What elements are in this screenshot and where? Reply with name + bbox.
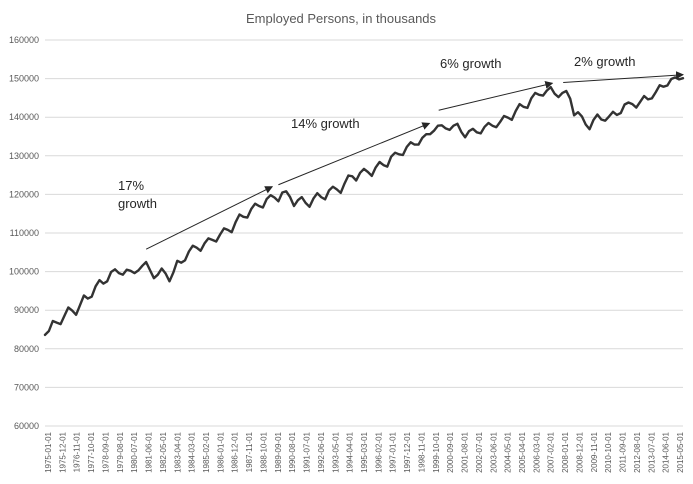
x-tick-label: 1979-08-01 [116,431,125,472]
x-tick-label: 1975-12-01 [58,431,67,472]
y-tick-label: 150000 [9,74,39,84]
x-tick-label: 2002-07-01 [475,431,484,472]
x-tick-label: 2004-05-01 [504,431,513,472]
x-tick-label: 1994-04-01 [346,431,355,472]
y-tick-label: 90000 [14,305,39,315]
x-tick-label: 1986-01-01 [216,431,225,472]
x-tick-label: 2013-07-01 [647,431,656,472]
x-tick-label: 1992-06-01 [317,431,326,472]
growth-annotation-label: 14% growth [291,116,360,131]
x-axis-tick-labels: 1975-01-01 1975-12-01 1976-11-01 1977-10-01… [44,431,685,472]
x-tick-label: 1982-05-01 [159,431,168,472]
growth-arrow [145,186,274,250]
growth-annotation-label: 17% [118,178,144,193]
x-tick-label: 2015-05-01 [676,431,685,472]
y-tick-label: 70000 [14,382,39,392]
growth-annotation-label: 6% growth [440,56,501,71]
y-tick-label: 160000 [9,35,39,45]
x-tick-label: 2012-08-01 [633,431,642,472]
x-tick-label: 1983-04-01 [173,431,182,472]
x-tick-label: 1998-11-01 [417,431,426,472]
x-tick-label: 2010-10-01 [604,431,613,472]
x-tick-label: 2005-04-01 [518,431,527,472]
x-tick-label: 1997-12-01 [403,431,412,472]
x-tick-label: 1997-01-01 [389,431,398,472]
x-tick-label: 2014-06-01 [662,431,671,472]
x-tick-label: 1995-03-01 [360,431,369,472]
x-tick-label: 2006-03-01 [532,431,541,472]
chart-title: Employed Persons, in thousands [246,11,437,26]
x-tick-label: 1981-06-01 [145,431,154,472]
x-tick-label: 1989-09-01 [274,431,283,472]
y-tick-label: 110000 [10,228,39,238]
x-tick-label: 1978-09-01 [101,431,110,472]
y-tick-label: 140000 [9,112,39,122]
y-axis-tick-labels: 60000 70000 80000 90000 100000 110000 120000 13… [9,35,39,431]
x-tick-label: 1999-10-01 [432,431,441,472]
x-tick-label: 1984-03-01 [188,431,197,472]
x-tick-label: 1977-10-01 [87,431,96,472]
growth-annotation-label: growth [118,196,157,211]
x-tick-label: 1988-10-01 [259,431,268,472]
x-tick-label: 2011-09-01 [619,431,628,472]
x-tick-label: 1986-12-01 [231,431,240,472]
series-layer [43,76,685,337]
x-tick-label: 1976-11-01 [73,431,82,472]
y-tick-label: 120000 [9,189,39,199]
growth-arrow [278,122,431,186]
growth-arrow [563,71,684,83]
growth-annotations: 17% growth 14% growth 6% growth 2% growth [118,54,684,250]
y-tick-label: 130000 [9,151,39,161]
x-tick-label: 2008-01-01 [561,431,570,472]
y-tick-label: 60000 [14,421,39,431]
x-tick-label: 1990-08-01 [288,431,297,472]
series-line [43,76,685,337]
x-tick-label: 1991-07-01 [303,431,312,472]
gridlines [45,39,683,427]
x-tick-label: 1975-01-01 [44,431,53,472]
x-tick-label: 1996-02-01 [374,431,383,472]
x-tick-label: 2008-12-01 [575,431,584,472]
x-tick-label: 2000-09-01 [446,431,455,472]
y-tick-label: 100000 [9,267,39,277]
x-tick-label: 1985-02-01 [202,431,211,472]
x-tick-label: 2001-08-01 [461,431,470,472]
x-tick-label: 2003-06-01 [489,431,498,472]
x-tick-label: 2007-02-01 [547,431,556,472]
x-tick-label: 1987-11-01 [245,431,254,472]
x-tick-label: 2009-11-01 [590,431,599,472]
growth-arrow [438,80,554,111]
y-tick-label: 80000 [14,344,39,354]
x-tick-label: 1993-05-01 [331,431,340,472]
growth-annotation-label: 2% growth [574,54,635,69]
x-tick-label: 1980-07-01 [130,431,139,472]
